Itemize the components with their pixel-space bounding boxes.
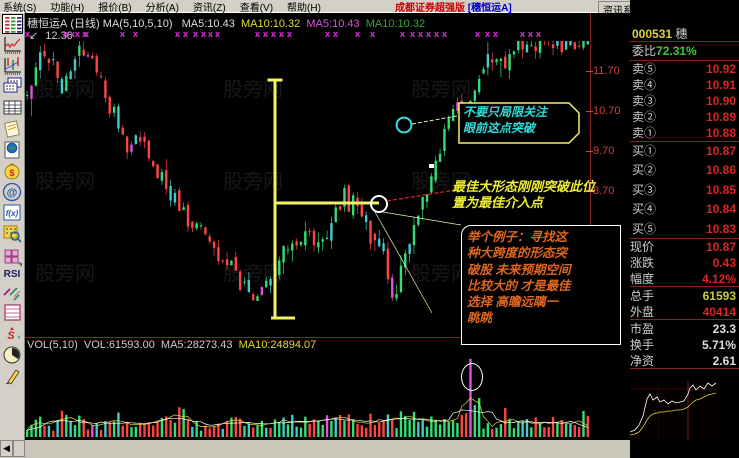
svg-text:S: S [7,330,15,342]
svg-text:f(x): f(x) [5,209,18,218]
svg-text:@: @ [6,187,17,199]
svg-text:$: $ [9,168,14,178]
